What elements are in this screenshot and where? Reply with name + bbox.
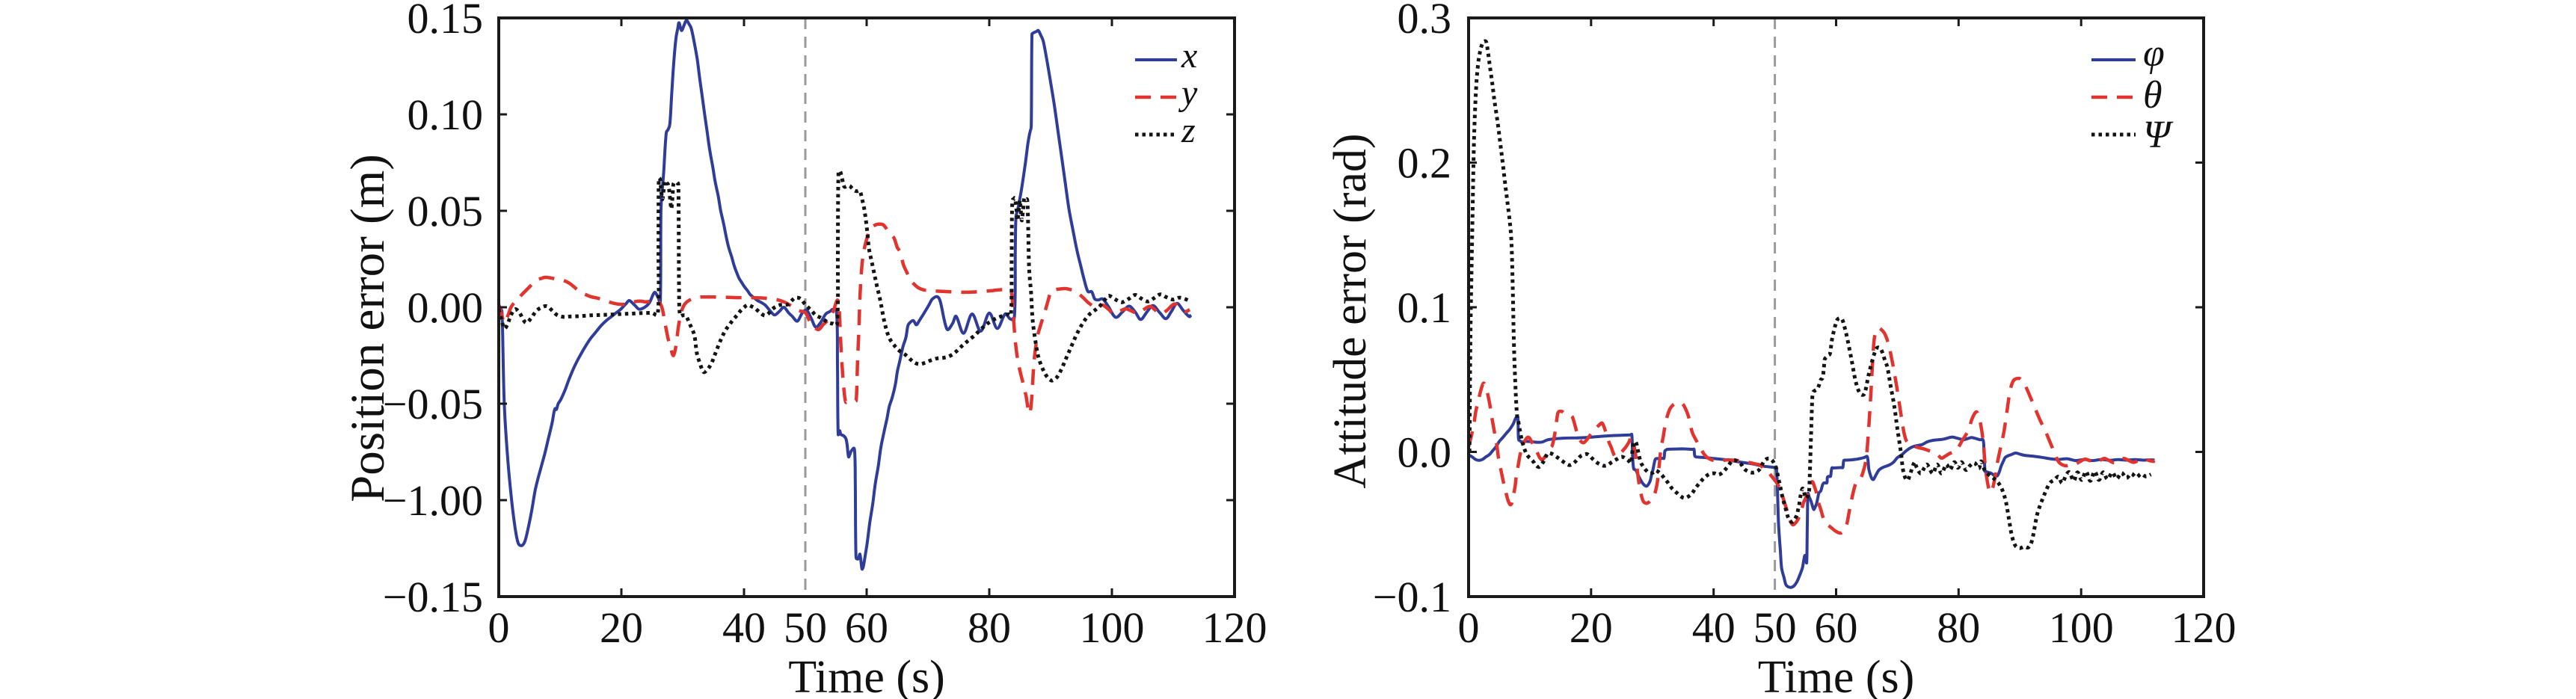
svg-text:Position error (m): Position error (m) xyxy=(341,154,395,502)
svg-text:80: 80 xyxy=(968,603,1011,652)
svg-text:0.0: 0.0 xyxy=(1398,428,1452,477)
svg-text:Time (s): Time (s) xyxy=(1758,652,1915,699)
svg-text:60: 60 xyxy=(845,603,888,652)
svg-text:120: 120 xyxy=(2171,603,2237,652)
svg-text:60: 60 xyxy=(1815,603,1858,652)
svg-text:40: 40 xyxy=(722,603,766,652)
svg-text:z: z xyxy=(1181,111,1196,150)
svg-text:120: 120 xyxy=(1202,603,1267,652)
svg-text:100: 100 xyxy=(2049,603,2114,652)
svg-text:0.10: 0.10 xyxy=(408,90,484,139)
svg-text:x: x xyxy=(1181,36,1197,76)
svg-text:φ: φ xyxy=(2143,32,2165,75)
svg-text:0: 0 xyxy=(1458,603,1480,652)
svg-text:50: 50 xyxy=(1753,603,1797,652)
svg-text:0.00: 0.00 xyxy=(408,283,484,332)
svg-text:Ψ: Ψ xyxy=(2143,114,2174,156)
svg-text:80: 80 xyxy=(1937,603,1980,652)
svg-text:Time (s): Time (s) xyxy=(788,652,945,699)
svg-text:θ: θ xyxy=(2143,74,2162,117)
svg-text:−0.05: −0.05 xyxy=(383,380,483,428)
svg-text:50: 50 xyxy=(784,603,827,652)
svg-text:−0.15: −0.15 xyxy=(383,573,483,621)
svg-text:100: 100 xyxy=(1080,603,1145,652)
svg-text:0.2: 0.2 xyxy=(1398,139,1452,188)
svg-text:−1.00: −1.00 xyxy=(383,476,483,525)
svg-text:0.1: 0.1 xyxy=(1398,283,1452,332)
svg-text:0.3: 0.3 xyxy=(1398,0,1452,43)
svg-text:y: y xyxy=(1178,73,1198,113)
svg-text:0.15: 0.15 xyxy=(408,0,484,43)
svg-text:20: 20 xyxy=(1570,603,1613,652)
svg-text:0: 0 xyxy=(488,603,510,652)
svg-text:40: 40 xyxy=(1692,603,1736,652)
svg-text:0.05: 0.05 xyxy=(408,187,484,235)
svg-text:−0.1: −0.1 xyxy=(1373,573,1451,621)
svg-text:Attitude error (rad): Attitude error (rad) xyxy=(1325,133,1376,488)
svg-text:20: 20 xyxy=(600,603,643,652)
